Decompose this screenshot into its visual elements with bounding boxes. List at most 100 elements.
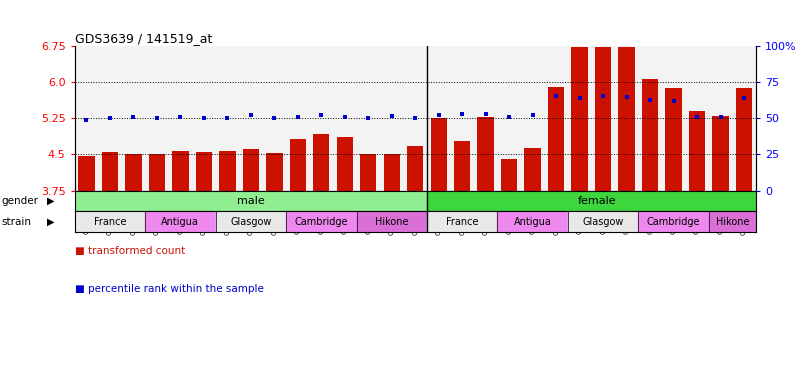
Bar [450, 46, 474, 190]
Bar [192, 46, 216, 190]
Bar [407, 146, 423, 190]
Point [315, 113, 328, 119]
Text: female: female [578, 196, 616, 206]
Bar [665, 88, 682, 190]
Bar [75, 46, 98, 190]
Point [550, 93, 563, 99]
Bar [266, 153, 282, 190]
Bar [404, 46, 427, 190]
Bar [195, 152, 212, 190]
Bar [431, 118, 447, 190]
Text: Cambridge: Cambridge [647, 217, 701, 227]
Bar [454, 141, 470, 190]
Point [409, 115, 422, 121]
Bar [736, 88, 753, 190]
Point [385, 113, 398, 119]
Bar [384, 154, 400, 190]
Text: Cambridge: Cambridge [294, 217, 348, 227]
Text: Hikone: Hikone [375, 217, 409, 227]
Text: Glasgow: Glasgow [230, 217, 272, 227]
Point [174, 114, 187, 121]
Point [503, 114, 516, 121]
Point [197, 115, 210, 121]
Bar [333, 46, 357, 190]
Bar [619, 47, 635, 190]
Bar [638, 46, 662, 190]
Point [362, 115, 375, 121]
Bar [125, 154, 142, 190]
Bar [78, 156, 95, 190]
Bar [313, 134, 329, 190]
Point [291, 114, 304, 120]
Point [573, 94, 586, 101]
Point [479, 111, 492, 118]
Text: ▶: ▶ [47, 217, 54, 227]
Point [338, 114, 351, 120]
Point [714, 114, 727, 120]
Bar [591, 46, 615, 190]
Text: strain: strain [2, 217, 32, 227]
Point [456, 111, 469, 118]
Point [268, 115, 281, 121]
Bar [172, 151, 188, 190]
Bar [642, 79, 659, 190]
Bar [239, 46, 263, 190]
Text: Antigua: Antigua [161, 217, 200, 227]
Bar [101, 152, 118, 190]
Text: Glasgow: Glasgow [582, 217, 624, 227]
Bar [145, 46, 169, 190]
Bar [122, 46, 145, 190]
Point [644, 97, 657, 103]
Bar [286, 46, 310, 190]
Bar [360, 154, 376, 190]
Bar [689, 111, 706, 190]
Bar [615, 46, 638, 190]
Point [103, 115, 116, 121]
Point [526, 113, 539, 119]
Point [691, 114, 704, 120]
Point [597, 93, 610, 99]
Bar [548, 86, 564, 190]
Bar [263, 46, 286, 190]
Bar [474, 46, 497, 190]
Bar [310, 46, 333, 190]
Bar [732, 46, 756, 190]
Bar [712, 116, 729, 190]
Bar [98, 46, 122, 190]
Bar [242, 149, 259, 190]
Bar [216, 46, 239, 190]
Bar [148, 154, 165, 190]
Text: Antigua: Antigua [513, 217, 551, 227]
Bar [544, 46, 568, 190]
Point [244, 113, 257, 119]
Bar [709, 46, 732, 190]
Point [150, 115, 163, 121]
Text: ■ transformed count: ■ transformed count [75, 246, 185, 256]
Bar [525, 148, 541, 190]
Text: Hikone: Hikone [715, 217, 749, 227]
Point [221, 115, 234, 121]
Bar [685, 46, 709, 190]
Point [79, 117, 92, 123]
Text: GDS3639 / 141519_at: GDS3639 / 141519_at [75, 32, 212, 45]
Bar [568, 46, 591, 190]
Point [667, 98, 680, 104]
Point [432, 113, 445, 119]
Text: France: France [446, 217, 478, 227]
Point [127, 114, 139, 121]
Bar [478, 117, 494, 190]
Bar [357, 46, 380, 190]
Bar [380, 46, 404, 190]
Text: gender: gender [2, 196, 39, 206]
Bar [501, 159, 517, 190]
Point [620, 94, 633, 100]
Text: male: male [237, 196, 264, 206]
Bar [572, 47, 588, 190]
Point [738, 95, 751, 101]
Bar [497, 46, 521, 190]
Bar [521, 46, 544, 190]
Text: France: France [93, 217, 126, 227]
Text: ▶: ▶ [47, 196, 54, 206]
Bar [290, 139, 306, 190]
Text: ■ percentile rank within the sample: ■ percentile rank within the sample [75, 284, 264, 294]
